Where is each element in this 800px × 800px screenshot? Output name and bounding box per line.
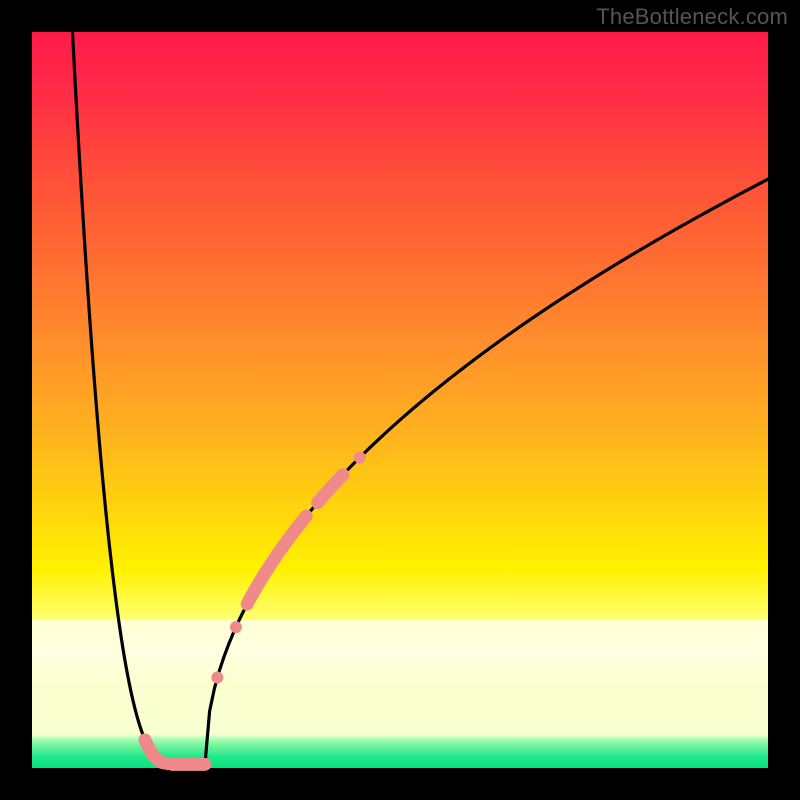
bead-dot — [230, 621, 242, 633]
bead-dot — [354, 451, 366, 463]
stage: TheBottleneck.com — [0, 0, 800, 800]
plot-svg — [0, 0, 800, 800]
gradient-background — [32, 32, 768, 768]
bead-dot — [211, 672, 223, 684]
watermark-text: TheBottleneck.com — [596, 4, 788, 30]
